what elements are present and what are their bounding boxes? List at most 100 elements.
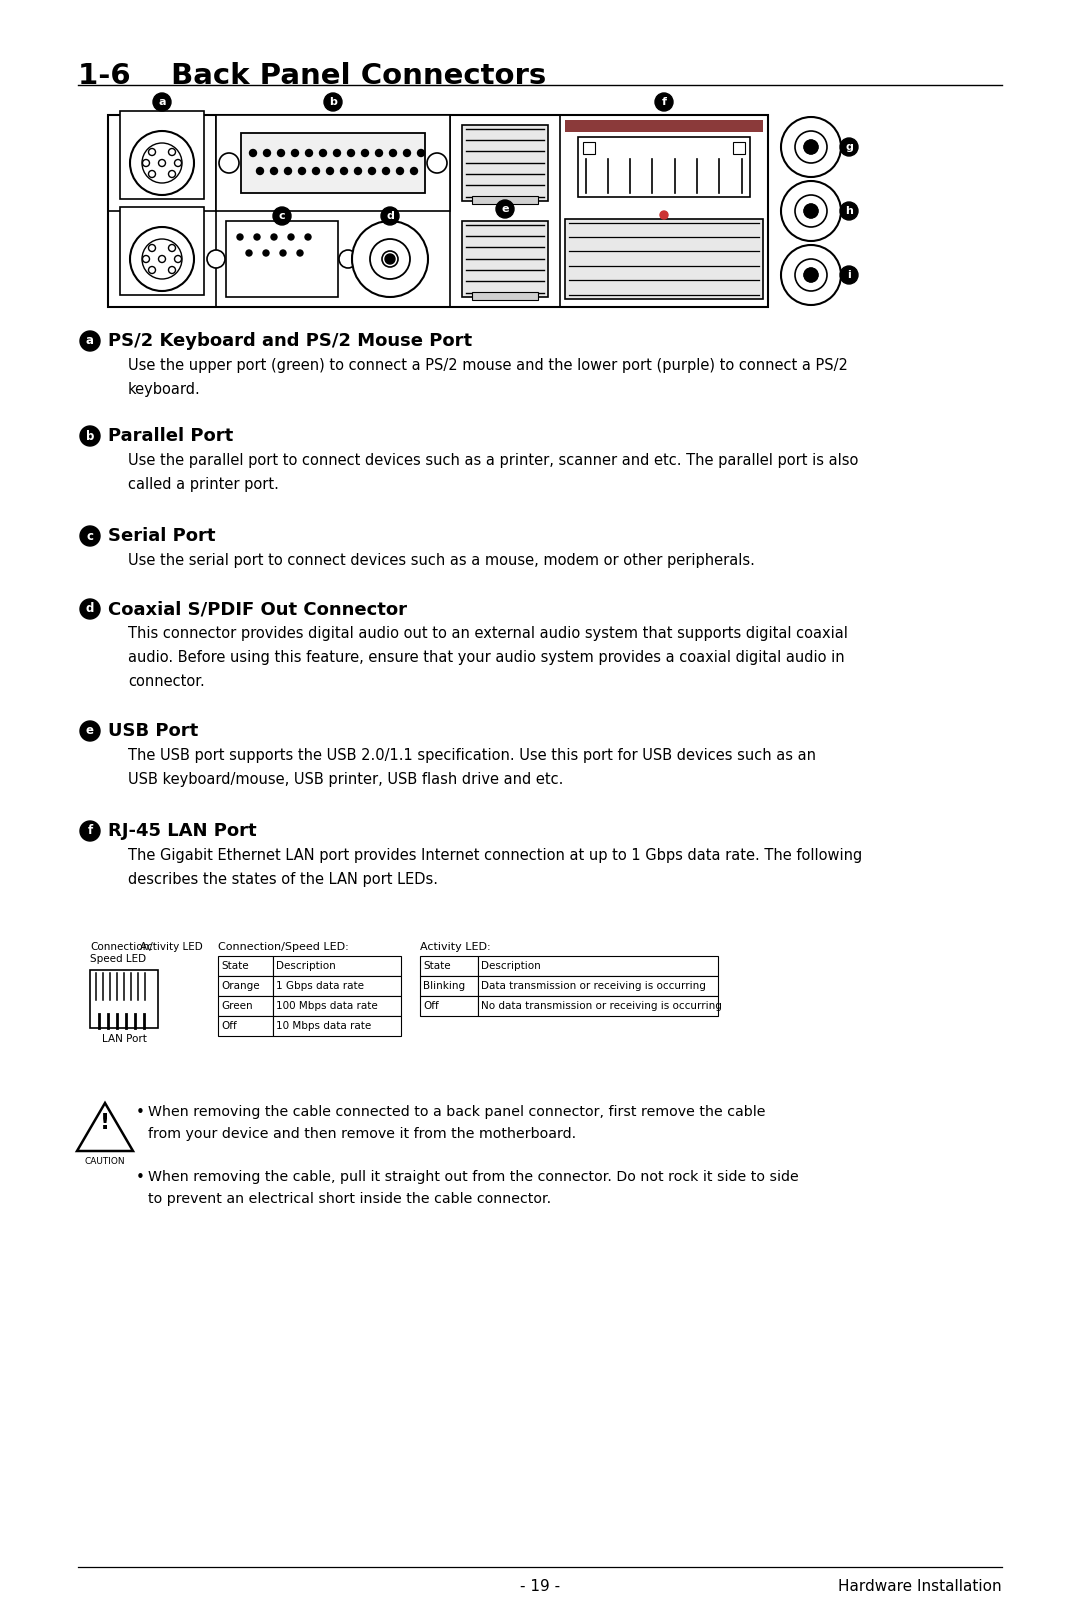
Circle shape [370, 239, 410, 279]
Text: Data transmission or receiving is occurring: Data transmission or receiving is occurr… [481, 982, 706, 991]
Circle shape [324, 93, 342, 111]
Text: f: f [661, 96, 666, 107]
Circle shape [270, 167, 278, 175]
Text: When removing the cable connected to a back panel connector, first remove the ca: When removing the cable connected to a b… [148, 1105, 766, 1140]
Circle shape [149, 266, 156, 274]
Circle shape [396, 167, 404, 175]
Circle shape [781, 117, 841, 176]
Bar [218, 996, 273, 1015]
Circle shape [305, 234, 311, 241]
Circle shape [264, 149, 270, 157]
Text: PS/2 Keyboard and PS/2 Mouse Port: PS/2 Keyboard and PS/2 Mouse Port [108, 332, 472, 350]
Text: Hardware Installation: Hardware Installation [838, 1578, 1002, 1594]
Text: Serial Port: Serial Port [108, 528, 216, 545]
Text: f: f [87, 824, 93, 837]
Circle shape [427, 152, 447, 173]
Text: •: • [136, 1105, 145, 1120]
Text: This connector provides digital audio out to an external audio system that suppo: This connector provides digital audio ou… [129, 626, 848, 690]
Circle shape [795, 196, 827, 228]
Bar [478, 975, 718, 996]
Circle shape [348, 149, 354, 157]
Circle shape [80, 821, 100, 840]
Text: Activity LED:: Activity LED: [420, 942, 490, 953]
Bar [241, 133, 426, 192]
Text: d: d [85, 603, 94, 616]
Circle shape [80, 427, 100, 446]
Bar [120, 111, 204, 199]
Circle shape [264, 250, 269, 257]
Bar [216, 115, 450, 212]
Circle shape [130, 132, 194, 196]
Circle shape [168, 170, 175, 178]
Text: When removing the cable, pull it straight out from the connector. Do not rock it: When removing the cable, pull it straigh… [148, 1169, 799, 1206]
Circle shape [168, 149, 175, 156]
Circle shape [284, 167, 292, 175]
Circle shape [80, 330, 100, 351]
Text: RJ-45 LAN Port: RJ-45 LAN Port [108, 821, 257, 840]
Text: Use the serial port to connect devices such as a mouse, modem or other periphera: Use the serial port to connect devices s… [129, 553, 755, 568]
Circle shape [840, 202, 858, 220]
Text: h: h [845, 205, 853, 217]
Circle shape [149, 244, 156, 252]
Circle shape [376, 149, 382, 157]
Text: Parallel Port: Parallel Port [108, 427, 233, 444]
Text: No data transmission or receiving is occurring: No data transmission or receiving is occ… [481, 1001, 721, 1011]
Circle shape [175, 255, 181, 263]
Circle shape [237, 234, 243, 241]
Text: c: c [279, 212, 285, 221]
Circle shape [298, 167, 306, 175]
Circle shape [292, 149, 298, 157]
Circle shape [781, 181, 841, 241]
Circle shape [410, 167, 418, 175]
Text: i: i [847, 269, 851, 281]
Circle shape [804, 204, 818, 218]
Circle shape [153, 93, 171, 111]
Circle shape [840, 266, 858, 284]
Bar [462, 221, 548, 297]
Text: a: a [86, 335, 94, 348]
Circle shape [804, 268, 818, 282]
Circle shape [334, 149, 340, 157]
Text: Off: Off [423, 1001, 438, 1011]
Text: Blinking: Blinking [423, 982, 465, 991]
Circle shape [660, 212, 669, 220]
Bar [583, 143, 595, 154]
Circle shape [159, 255, 165, 263]
Circle shape [496, 200, 514, 218]
Circle shape [219, 152, 239, 173]
Circle shape [840, 138, 858, 156]
Circle shape [278, 149, 284, 157]
Bar [420, 956, 478, 975]
Text: Connection/: Connection/ [90, 942, 152, 953]
Bar [273, 996, 401, 1015]
Bar [420, 975, 478, 996]
Text: !: ! [100, 1113, 110, 1132]
Circle shape [654, 93, 673, 111]
Circle shape [804, 268, 818, 282]
Bar [733, 143, 745, 154]
Circle shape [320, 149, 326, 157]
Circle shape [354, 167, 362, 175]
Circle shape [418, 149, 424, 157]
Circle shape [352, 221, 428, 297]
Circle shape [306, 149, 312, 157]
Text: The USB port supports the USB 2.0/1.1 specification. Use this port for USB devic: The USB port supports the USB 2.0/1.1 sp… [129, 747, 816, 788]
Circle shape [175, 159, 181, 167]
Circle shape [390, 149, 396, 157]
Text: Connection/Speed LED:: Connection/Speed LED: [218, 942, 349, 953]
Bar [218, 975, 273, 996]
Bar [108, 115, 768, 306]
Circle shape [804, 140, 818, 154]
Circle shape [384, 253, 395, 265]
Bar [478, 956, 718, 975]
Circle shape [381, 207, 399, 225]
Text: Green: Green [221, 1001, 253, 1011]
Circle shape [141, 239, 183, 279]
Text: d: d [386, 212, 394, 221]
Text: b: b [85, 430, 94, 443]
Bar [462, 125, 548, 200]
Bar [273, 1015, 401, 1036]
Circle shape [340, 167, 348, 175]
Text: 1 Gbps data rate: 1 Gbps data rate [276, 982, 364, 991]
Text: c: c [86, 529, 94, 542]
